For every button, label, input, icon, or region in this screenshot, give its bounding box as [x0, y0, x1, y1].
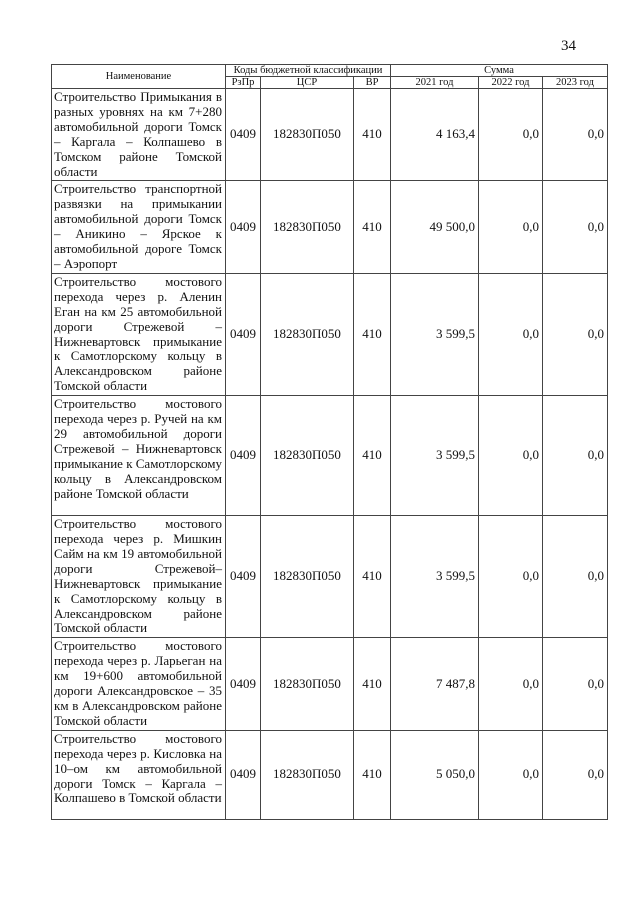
table-row: Строительство мостового перехода через р…	[51, 272, 608, 397]
header-rzpr: РзПр	[225, 76, 261, 89]
header-2023: 2023 год	[542, 76, 608, 89]
row-vr: 410	[353, 180, 391, 274]
row-name: Строительство мостового перехода через р…	[51, 637, 226, 731]
row-rzpr: 0409	[225, 180, 261, 274]
row-2022: 0,0	[478, 272, 543, 397]
row-2022: 0,0	[478, 87, 543, 182]
row-name: Строительство Примыкания в разных уровня…	[51, 87, 226, 182]
row-2021: 3 599,5	[390, 272, 479, 397]
row-2022: 0,0	[478, 637, 543, 731]
row-rzpr: 0409	[225, 87, 261, 182]
row-2023: 0,0	[542, 87, 608, 182]
table-row: Строительство мостового перехода через р…	[51, 395, 608, 517]
row-2023: 0,0	[542, 180, 608, 274]
row-2021: 7 487,8	[390, 637, 479, 731]
table-row: Строительство мостового перехода через р…	[51, 515, 608, 639]
row-name: Строительство мостового перехода через р…	[51, 515, 226, 639]
row-rzpr: 0409	[225, 729, 261, 820]
row-2021: 49 500,0	[390, 180, 479, 274]
row-csr: 182830П050	[260, 729, 354, 820]
table-row: Строительство Примыкания в разных уровня…	[51, 87, 608, 182]
header-csr: ЦСР	[260, 76, 354, 89]
row-2022: 0,0	[478, 515, 543, 639]
row-name: Строительство мостового перехода через р…	[51, 272, 226, 397]
row-csr: 182830П050	[260, 637, 354, 731]
row-2023: 0,0	[542, 637, 608, 731]
row-2022: 0,0	[478, 729, 543, 820]
row-vr: 410	[353, 272, 391, 397]
table-row: Строительство мостового перехода через р…	[51, 637, 608, 731]
page-number: 34	[561, 38, 576, 54]
row-2022: 0,0	[478, 180, 543, 274]
header-2021: 2021 год	[390, 76, 479, 89]
row-name: Строительство мостового перехода через р…	[51, 729, 226, 820]
row-name: Строительство мостового перехода через р…	[51, 395, 226, 517]
row-2021: 4 163,4	[390, 87, 479, 182]
header-codes: Коды бюджетной классификации	[225, 64, 391, 77]
table-row: Строительство транспортной развязки на п…	[51, 180, 608, 274]
row-csr: 182830П050	[260, 180, 354, 274]
row-2023: 0,0	[542, 515, 608, 639]
row-2021: 3 599,5	[390, 395, 479, 517]
row-vr: 410	[353, 637, 391, 731]
row-csr: 182830П050	[260, 272, 354, 397]
row-2022: 0,0	[478, 395, 543, 517]
row-vr: 410	[353, 515, 391, 639]
row-rzpr: 0409	[225, 515, 261, 639]
row-name: Строительство транспортной развязки на п…	[51, 180, 226, 274]
row-rzpr: 0409	[225, 395, 261, 517]
table-row: Строительство мостового перехода через р…	[51, 729, 608, 820]
budget-table: Наименование Коды бюджетной классификаци…	[51, 64, 608, 820]
header-2022: 2022 год	[478, 76, 543, 89]
row-vr: 410	[353, 87, 391, 182]
row-2021: 3 599,5	[390, 515, 479, 639]
row-vr: 410	[353, 729, 391, 820]
row-rzpr: 0409	[225, 637, 261, 731]
row-csr: 182830П050	[260, 87, 354, 182]
row-csr: 182830П050	[260, 395, 354, 517]
row-2023: 0,0	[542, 395, 608, 517]
row-vr: 410	[353, 395, 391, 517]
header-sum: Сумма	[390, 64, 608, 77]
row-2021: 5 050,0	[390, 729, 479, 820]
row-csr: 182830П050	[260, 515, 354, 639]
row-rzpr: 0409	[225, 272, 261, 397]
row-2023: 0,0	[542, 729, 608, 820]
header-vr: ВР	[353, 76, 391, 89]
header-name: Наименование	[51, 64, 226, 89]
row-2023: 0,0	[542, 272, 608, 397]
